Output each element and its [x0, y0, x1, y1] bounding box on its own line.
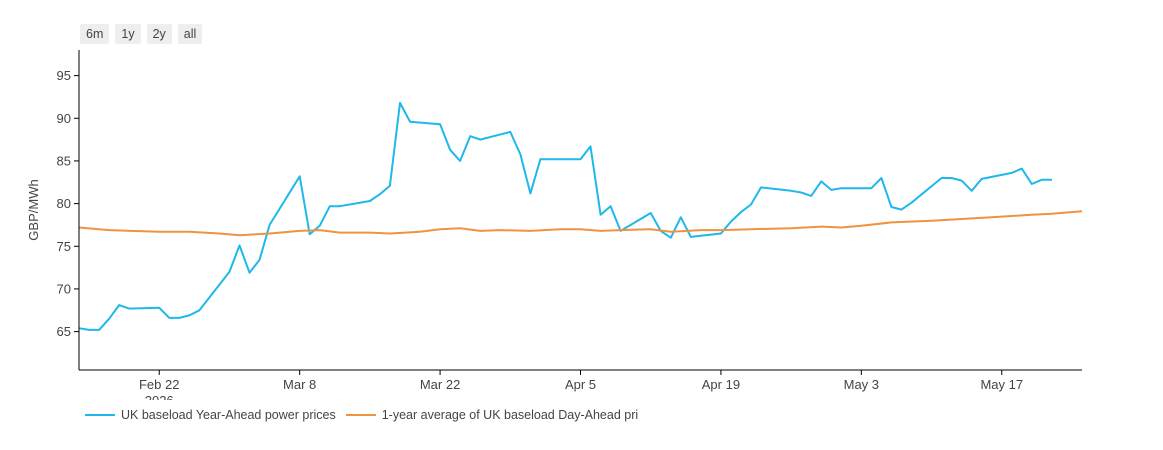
legend-item-series-1[interactable]: UK baseload Year-Ahead power prices: [85, 408, 336, 422]
range-button-all[interactable]: all: [177, 24, 203, 44]
y-axis-ticks: 65 70 75 80 85 90 95: [57, 68, 79, 339]
y-axis-label-group: GBP/MWh: [26, 179, 41, 240]
line-chart[interactable]: GBP/MWh 65 70 75 80 85 90 95 Feb 222026 Mar 8 Ma…: [0, 0, 1163, 400]
range-selector: 6m 1y 2y all: [80, 24, 203, 44]
x-tick-label: Mar 22: [420, 377, 460, 392]
range-button-2y[interactable]: 2y: [146, 24, 172, 44]
legend-swatch-series-2: [345, 414, 376, 416]
legend-label-series-1: UK baseload Year-Ahead power prices: [121, 408, 336, 422]
y-tick-label: 65: [57, 324, 71, 339]
y-tick-label: 95: [57, 68, 71, 83]
legend-label-series-2: 1-year average of UK baseload Day-Ahead …: [381, 408, 639, 422]
y-tick-label: 85: [57, 153, 71, 168]
range-button-1y[interactable]: 1y: [115, 24, 141, 44]
x-tick-label: Apr 19: [702, 377, 740, 392]
y-tick-label: 90: [57, 111, 71, 126]
y-tick-label: 80: [57, 196, 71, 211]
x-axis-ticks: Feb 222026 Mar 8 Mar 22 Apr 5 Apr 19 May 3 May…: [139, 370, 1023, 400]
x-tick-label: Apr 5: [565, 377, 596, 392]
legend-item-series-2[interactable]: 1-year average of UK baseload Day-Ahead …: [345, 408, 639, 422]
series-lines[interactable]: [78, 101, 1083, 331]
x-tick-label: May 3: [844, 377, 879, 392]
y-axis-label: GBP/MWh: [26, 179, 41, 240]
x-tick-label: May 17: [980, 377, 1023, 392]
series-line-2[interactable]: [78, 210, 1083, 237]
x-tick-label: Mar 8: [283, 377, 316, 392]
series-line-1[interactable]: [78, 101, 1052, 331]
y-tick-label: 70: [57, 281, 71, 296]
legend-swatch-series-1: [85, 414, 115, 416]
x-tick-year-label: 2026: [145, 393, 174, 400]
x-tick-label: Feb 22: [139, 377, 179, 392]
y-tick-label: 75: [57, 239, 71, 254]
range-button-6m[interactable]: 6m: [80, 24, 110, 44]
legend: UK baseload Year-Ahead power prices 1-ye…: [85, 408, 638, 422]
